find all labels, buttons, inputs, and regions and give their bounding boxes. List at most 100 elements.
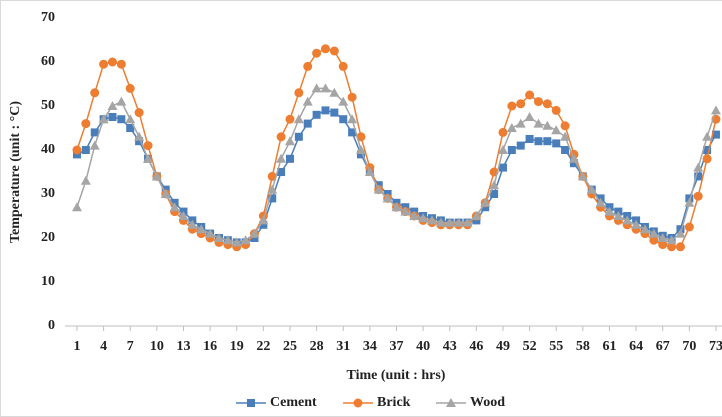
marker — [330, 108, 339, 117]
marker — [533, 118, 544, 128]
marker — [81, 119, 91, 129]
marker — [107, 101, 118, 110]
marker — [560, 121, 570, 131]
marker — [426, 215, 437, 225]
marker — [568, 153, 579, 163]
marker — [525, 90, 535, 100]
marker — [205, 228, 216, 238]
marker — [213, 233, 224, 242]
marker — [81, 146, 90, 154]
x-tick-label: 4 — [100, 339, 107, 354]
y-axis-title: Temperature (unit : °C) — [8, 101, 23, 243]
marker — [347, 114, 358, 124]
marker — [498, 163, 507, 172]
y-tick-label: 20 — [41, 230, 55, 245]
marker — [702, 154, 712, 164]
marker — [116, 96, 127, 106]
marker — [649, 235, 659, 245]
marker — [247, 399, 255, 407]
marker — [498, 127, 508, 137]
marker — [418, 213, 429, 223]
x-tick-label: 58 — [576, 339, 590, 354]
marker — [490, 190, 499, 198]
marker — [320, 44, 330, 54]
y-tick-label: 50 — [41, 98, 55, 113]
marker — [277, 168, 286, 176]
marker — [675, 228, 686, 238]
legend-label: Cement — [270, 395, 317, 410]
marker — [89, 140, 100, 150]
x-tick-label: 46 — [469, 339, 483, 354]
marker — [684, 222, 694, 232]
marker — [338, 96, 349, 106]
marker — [284, 136, 295, 146]
marker — [364, 167, 375, 176]
marker — [400, 206, 411, 216]
marker — [382, 193, 393, 203]
x-tick-label: 1 — [73, 339, 80, 354]
marker — [258, 215, 269, 225]
y-tick-label: 10 — [41, 274, 55, 289]
marker — [90, 128, 99, 137]
marker — [453, 217, 464, 227]
marker — [667, 242, 677, 252]
marker — [329, 87, 340, 97]
marker — [348, 128, 357, 137]
marker — [71, 202, 82, 212]
marker — [151, 171, 162, 181]
marker — [267, 184, 278, 194]
marker — [178, 211, 189, 220]
x-tick-label: 61 — [602, 339, 616, 354]
marker — [355, 145, 366, 154]
marker — [533, 97, 543, 107]
x-tick-label: 25 — [283, 339, 297, 354]
marker — [302, 96, 313, 106]
x-tick-label: 16 — [203, 339, 217, 354]
x-tick-label: 22 — [256, 339, 270, 354]
marker — [356, 150, 365, 159]
marker — [125, 114, 136, 124]
marker — [543, 137, 552, 146]
marker — [515, 118, 526, 128]
marker — [471, 211, 482, 220]
marker — [569, 159, 578, 168]
marker — [338, 61, 348, 71]
marker — [196, 224, 207, 234]
marker — [222, 235, 233, 245]
marker — [631, 219, 642, 229]
x-tick-label: 37 — [389, 339, 403, 354]
marker — [276, 153, 287, 163]
marker — [675, 242, 685, 252]
marker — [125, 83, 135, 93]
marker — [293, 114, 304, 124]
marker — [542, 120, 553, 130]
x-tick-label: 10 — [150, 339, 164, 354]
legend-label: Wood — [470, 395, 505, 410]
marker — [231, 237, 242, 247]
marker — [693, 191, 703, 201]
marker — [525, 135, 534, 143]
marker — [639, 224, 650, 234]
marker — [285, 114, 295, 124]
marker — [276, 132, 286, 142]
marker — [524, 112, 535, 121]
marker — [507, 146, 516, 154]
marker — [135, 137, 144, 146]
marker — [126, 124, 135, 132]
marker — [99, 59, 109, 69]
x-tick-label: 19 — [230, 339, 244, 354]
marker — [648, 228, 659, 238]
x-tick-label: 34 — [363, 339, 377, 354]
marker — [658, 240, 668, 250]
y-tick-label: 0 — [48, 318, 55, 333]
marker — [311, 83, 322, 93]
marker — [703, 146, 712, 154]
marker — [613, 211, 624, 220]
x-tick-label: 43 — [443, 339, 457, 354]
marker — [90, 88, 100, 98]
marker — [347, 92, 357, 102]
x-tick-label: 40 — [416, 339, 430, 354]
x-tick-label: 52 — [523, 339, 537, 354]
marker — [294, 132, 303, 141]
